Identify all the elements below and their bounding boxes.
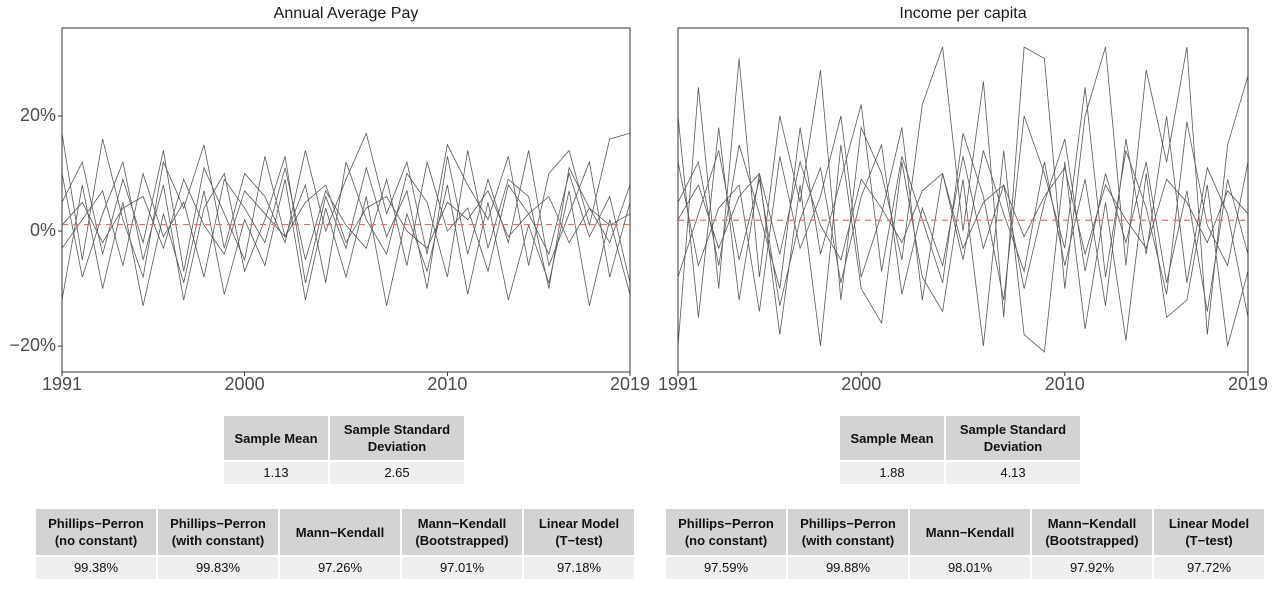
x-tick-label: 2010 bbox=[1045, 374, 1085, 394]
cell: 1.13 bbox=[224, 462, 328, 484]
series-line bbox=[677, 160, 1249, 261]
header-cell: Mann−Kendall bbox=[910, 509, 1030, 555]
cell: 97.01% bbox=[402, 557, 522, 579]
chart-title: Income per capita bbox=[899, 5, 1026, 22]
row: 97.59% 99.88% 98.01% 97.92% 97.72% bbox=[666, 557, 1264, 579]
header-row: Phillips−Perron (no constant) Phillips−Pe… bbox=[36, 509, 634, 555]
header-row: Sample Mean Sample Standard Deviation bbox=[224, 416, 464, 460]
plot-frame bbox=[61, 27, 631, 373]
summary-table: Sample Mean Sample Standard Deviation 1.88… bbox=[838, 414, 1082, 486]
header-cell: Mann−Kendall bbox=[280, 509, 400, 555]
x-tick-label: 2010 bbox=[427, 374, 467, 394]
header-cell: Phillips−Perron (with constant) bbox=[788, 509, 908, 555]
y-tick-label: −20% bbox=[9, 335, 56, 355]
header-cell: Phillips−Perron (no constant) bbox=[666, 509, 786, 555]
y-tick-label: 20% bbox=[20, 105, 56, 125]
header-cell: Sample Mean bbox=[840, 416, 944, 460]
cell: 97.26% bbox=[280, 557, 400, 579]
cell: 97.18% bbox=[524, 557, 634, 579]
header-cell: Linear Model (T−test) bbox=[524, 509, 634, 555]
header-cell: Phillips−Perron (no constant) bbox=[36, 509, 156, 555]
row: 1.13 2.65 bbox=[224, 462, 464, 484]
lines bbox=[677, 46, 1249, 353]
lines bbox=[61, 132, 631, 306]
header-row: Sample Mean Sample Standard Deviation bbox=[840, 416, 1080, 460]
cell: 97.59% bbox=[666, 557, 786, 579]
cell: 99.38% bbox=[36, 557, 156, 579]
header-cell: Sample Mean bbox=[224, 416, 328, 460]
cell: 2.65 bbox=[330, 462, 464, 484]
cell: 97.72% bbox=[1154, 557, 1264, 579]
series-line bbox=[61, 132, 631, 279]
x-tick-label: 2019 bbox=[1228, 374, 1268, 394]
header-cell: Linear Model (T−test) bbox=[1154, 509, 1264, 555]
series-line bbox=[677, 46, 1249, 347]
cell: 1.88 bbox=[840, 462, 944, 484]
cell: 98.01% bbox=[910, 557, 1030, 579]
row: 1.88 4.13 bbox=[840, 462, 1080, 484]
series-line bbox=[677, 115, 1249, 318]
plot-frame bbox=[677, 27, 1249, 373]
series-line bbox=[61, 179, 631, 306]
cell: 4.13 bbox=[946, 462, 1080, 484]
cell: 99.83% bbox=[158, 557, 278, 579]
y-tick-label: 0% bbox=[30, 220, 56, 240]
tests-table: Phillips−Perron (no constant) Phillips−Pe… bbox=[664, 507, 1266, 581]
tests-table: Phillips−Perron (no constant) Phillips−Pe… bbox=[34, 507, 636, 581]
charts: Annual Average Pay 20% 0% −20% 1991 2000 2010 2… bbox=[9, 5, 1268, 394]
header-cell: Sample Standard Deviation bbox=[946, 416, 1080, 460]
series-line bbox=[61, 150, 631, 289]
row: 99.38% 99.83% 97.26% 97.01% 97.18% bbox=[36, 557, 634, 579]
header-cell: Mann−Kendall (Bootstrapped) bbox=[402, 509, 522, 555]
x-tick-label: 1991 bbox=[658, 374, 698, 394]
chart-title: Annual Average Pay bbox=[274, 5, 419, 22]
header-cell: Sample Standard Deviation bbox=[330, 416, 464, 460]
header-row: Phillips−Perron (no constant) Phillips−Pe… bbox=[666, 509, 1264, 555]
series-line bbox=[61, 150, 631, 301]
series-line bbox=[61, 161, 631, 283]
header-cell: Phillips−Perron (with constant) bbox=[158, 509, 278, 555]
cell: 97.92% bbox=[1032, 557, 1152, 579]
x-tick-label: 2019 bbox=[610, 374, 650, 394]
x-tick-label: 2000 bbox=[841, 374, 881, 394]
x-tick-label: 1991 bbox=[42, 374, 82, 394]
series-line bbox=[61, 178, 631, 255]
summary-table: Sample Mean Sample Standard Deviation 1.13… bbox=[222, 414, 466, 486]
x-tick-label: 2000 bbox=[225, 374, 265, 394]
header-cell: Mann−Kendall (Bootstrapped) bbox=[1032, 509, 1152, 555]
series-line bbox=[677, 115, 1249, 353]
series-line bbox=[677, 138, 1249, 312]
cell: 99.88% bbox=[788, 557, 908, 579]
